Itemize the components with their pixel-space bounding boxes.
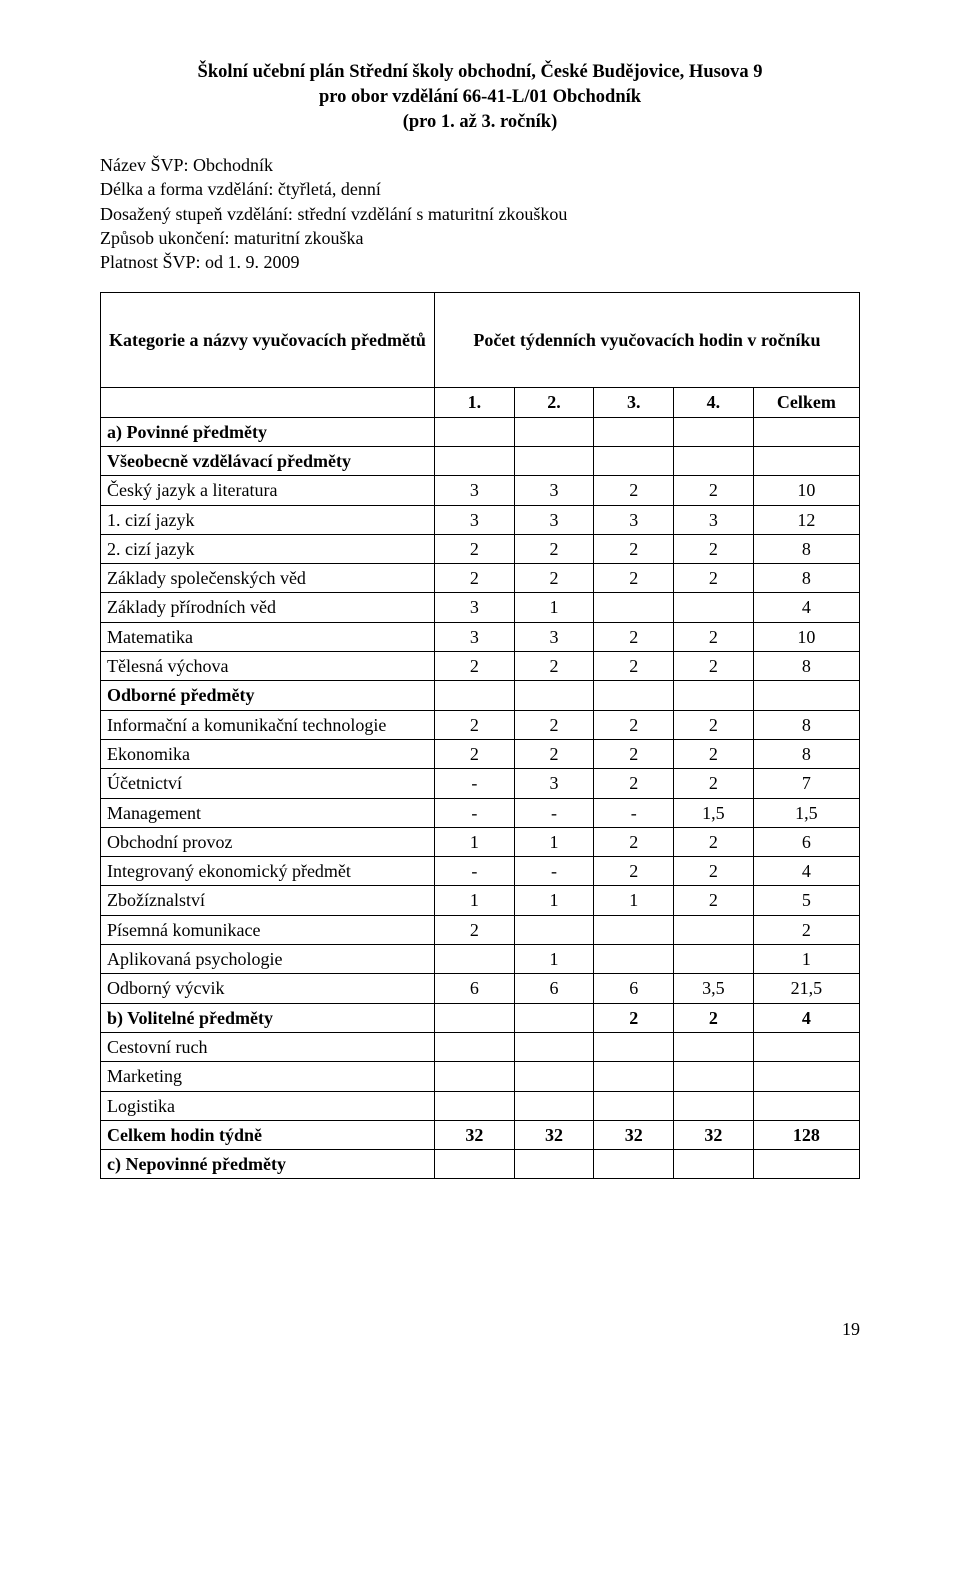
- row-label: Účetnictví: [101, 769, 435, 798]
- col-3: 3.: [594, 388, 674, 417]
- head-hours: Počet týdenních vyučovacích hodin v ročn…: [434, 293, 859, 388]
- table-row: Zbožíznalství 1 1 1 2 5: [101, 886, 860, 915]
- page-number: 19: [100, 1319, 860, 1340]
- row-val: 3: [434, 476, 514, 505]
- table-header-row: Kategorie a názvy vyučovacích předmětů P…: [101, 293, 860, 388]
- table-row: Management - - - 1,5 1,5: [101, 798, 860, 827]
- row-label: Informační a komunikační technologie: [101, 710, 435, 739]
- meta-line: Dosažený stupeň vzdělání: střední vzdělá…: [100, 202, 860, 226]
- row-label: Písemná komunikace: [101, 915, 435, 944]
- table-row: Obchodní provoz 1 1 2 2 6: [101, 827, 860, 856]
- title-line-2: pro obor vzdělání 66-41-L/01 Obchodník: [100, 85, 860, 110]
- row-label: Základy společenských věd: [101, 564, 435, 593]
- meta-block: Název ŠVP: Obchodník Délka a forma vzděl…: [100, 153, 860, 274]
- section-odb-label: Odborné předměty: [101, 681, 435, 710]
- col-total: Celkem: [753, 388, 859, 417]
- row-label: 1. cizí jazyk: [101, 505, 435, 534]
- table-row: 1. cizí jazyk 3 3 3 3 12: [101, 505, 860, 534]
- table-row: Ekonomika 2 2 2 2 8: [101, 739, 860, 768]
- meta-line: Název ŠVP: Obchodník: [100, 153, 860, 177]
- row-label: Management: [101, 798, 435, 827]
- table-row: 2. cizí jazyk 2 2 2 2 8: [101, 534, 860, 563]
- section-general-row: Všeobecně vzdělávací předměty: [101, 446, 860, 475]
- col-2: 2.: [514, 388, 594, 417]
- table-row: Aplikovaná psychologie 1 1: [101, 945, 860, 974]
- table-row: Odborný výcvik 6 6 6 3,5 21,5: [101, 974, 860, 1003]
- head-categories: Kategorie a názvy vyučovacích předmětů: [101, 293, 435, 388]
- meta-line: Způsob ukončení: maturitní zkouška: [100, 226, 860, 250]
- table-row: Marketing: [101, 1062, 860, 1091]
- section-b-label: b) Volitelné předměty: [101, 1003, 435, 1032]
- total-row: Celkem hodin týdně 32 32 32 32 128: [101, 1120, 860, 1149]
- row-label: Tělesná výchova: [101, 652, 435, 681]
- table-row: Tělesná výchova 2 2 2 2 8: [101, 652, 860, 681]
- col-1: 1.: [434, 388, 514, 417]
- table-row: Informační a komunikační technologie 2 2…: [101, 710, 860, 739]
- row-label: Odborný výcvik: [101, 974, 435, 1003]
- section-a-label: a) Povinné předměty: [101, 417, 435, 446]
- row-label: Obchodní provoz: [101, 827, 435, 856]
- row-label: Cestovní ruch: [101, 1032, 435, 1061]
- section-c-label: c) Nepovinné předměty: [101, 1150, 435, 1179]
- meta-line: Délka a forma vzdělání: čtyřletá, denní: [100, 177, 860, 201]
- row-label: Český jazyk a literatura: [101, 476, 435, 505]
- row-label: Matematika: [101, 622, 435, 651]
- row-label: 2. cizí jazyk: [101, 534, 435, 563]
- row-label: Zbožíznalství: [101, 886, 435, 915]
- row-val: 2: [594, 476, 674, 505]
- row-label: Integrovaný ekonomický předmět: [101, 857, 435, 886]
- title-line-1: Školní učební plán Střední školy obchodn…: [100, 60, 860, 85]
- row-label: Marketing: [101, 1062, 435, 1091]
- row-label: Aplikovaná psychologie: [101, 945, 435, 974]
- row-val: 2: [674, 476, 754, 505]
- table-row: Cestovní ruch: [101, 1032, 860, 1061]
- section-general-label: Všeobecně vzdělávací předměty: [101, 446, 435, 475]
- section-c-row: c) Nepovinné předměty: [101, 1150, 860, 1179]
- table-row: Český jazyk a literatura 3 3 2 2 10: [101, 476, 860, 505]
- total-label: Celkem hodin týdně: [101, 1120, 435, 1149]
- row-label: Základy přírodních věd: [101, 593, 435, 622]
- table-row: Logistika: [101, 1091, 860, 1120]
- table-row: Matematika 3 3 2 2 10: [101, 622, 860, 651]
- table-row: Základy přírodních věd 3 1 4: [101, 593, 860, 622]
- document-title: Školní učební plán Střední školy obchodn…: [100, 60, 860, 135]
- col-4: 4.: [674, 388, 754, 417]
- section-odb-row: Odborné předměty: [101, 681, 860, 710]
- table-row: Písemná komunikace 2 2: [101, 915, 860, 944]
- row-label: Ekonomika: [101, 739, 435, 768]
- table-columns-row: 1. 2. 3. 4. Celkem: [101, 388, 860, 417]
- curriculum-table: Kategorie a názvy vyučovacích předmětů P…: [100, 292, 860, 1179]
- table-row: Integrovaný ekonomický předmět - - 2 2 4: [101, 857, 860, 886]
- row-val: 10: [753, 476, 859, 505]
- meta-line: Platnost ŠVP: od 1. 9. 2009: [100, 250, 860, 274]
- section-a-row: a) Povinné předměty: [101, 417, 860, 446]
- table-row: Základy společenských věd 2 2 2 2 8: [101, 564, 860, 593]
- title-line-3: (pro 1. až 3. ročník): [100, 110, 860, 135]
- section-b-row: b) Volitelné předměty 2 2 4: [101, 1003, 860, 1032]
- row-label: Logistika: [101, 1091, 435, 1120]
- empty-cell: [101, 388, 435, 417]
- row-val: 3: [514, 476, 594, 505]
- table-row: Účetnictví - 3 2 2 7: [101, 769, 860, 798]
